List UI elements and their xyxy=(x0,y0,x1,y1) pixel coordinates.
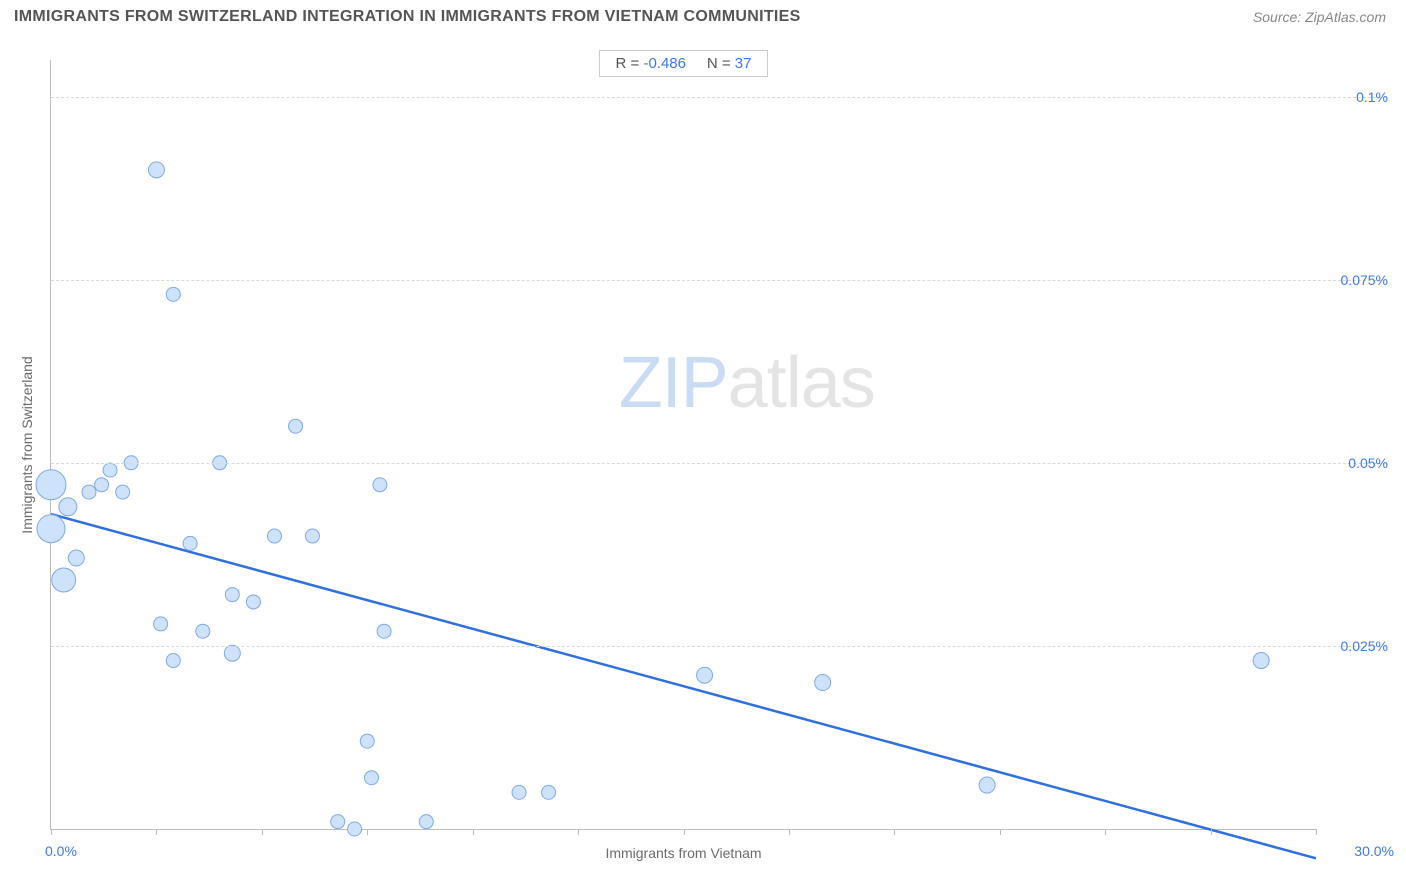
x-tick xyxy=(1211,829,1212,835)
data-point xyxy=(82,485,96,499)
n-label: N = xyxy=(707,55,735,72)
x-tick xyxy=(894,829,895,835)
chart-container: ZIPatlas R = -0.486 N = 37 Immigrants fr… xyxy=(14,36,1392,878)
x-tick xyxy=(684,829,685,835)
y-axis-label: Immigrants from Switzerland xyxy=(19,356,35,533)
x-tick xyxy=(578,829,579,835)
x-min-label: 0.0% xyxy=(45,843,77,859)
x-tick xyxy=(1105,829,1106,835)
x-axis-label: Immigrants from Vietnam xyxy=(605,845,761,861)
data-point xyxy=(196,624,210,638)
header: IMMIGRANTS FROM SWITZERLAND INTEGRATION … xyxy=(0,0,1406,32)
data-point xyxy=(154,617,168,631)
x-tick xyxy=(262,829,263,835)
source-label: Source: ZipAtlas.com xyxy=(1253,9,1386,25)
x-tick xyxy=(1316,829,1317,835)
trend-line xyxy=(51,514,1316,858)
data-point xyxy=(289,419,303,433)
data-point xyxy=(512,785,526,799)
data-point xyxy=(348,822,362,836)
data-point xyxy=(1253,653,1269,669)
y-tick-label: 0.075% xyxy=(1322,272,1388,288)
x-tick xyxy=(789,829,790,835)
gridline xyxy=(51,646,1386,647)
y-tick-label: 0.025% xyxy=(1322,638,1388,654)
x-tick xyxy=(156,829,157,835)
x-tick xyxy=(473,829,474,835)
x-tick xyxy=(51,829,52,835)
r-label: R = xyxy=(616,55,644,72)
data-point xyxy=(419,815,433,829)
x-max-label: 30.0% xyxy=(1354,843,1394,859)
data-point xyxy=(95,478,109,492)
data-point xyxy=(36,470,66,500)
data-point xyxy=(305,529,319,543)
data-point xyxy=(116,485,130,499)
data-point xyxy=(59,498,77,516)
data-point xyxy=(815,675,831,691)
data-point xyxy=(52,568,76,592)
data-point xyxy=(224,645,240,661)
chart-title: IMMIGRANTS FROM SWITZERLAND INTEGRATION … xyxy=(14,8,801,26)
gridline xyxy=(51,280,1386,281)
data-point xyxy=(979,777,995,793)
data-point xyxy=(267,529,281,543)
data-point xyxy=(697,667,713,683)
y-tick-label: 0.1% xyxy=(1322,89,1388,105)
x-tick xyxy=(1000,829,1001,835)
y-tick-label: 0.05% xyxy=(1322,455,1388,471)
data-point xyxy=(166,287,180,301)
x-tick xyxy=(367,829,368,835)
data-point xyxy=(364,771,378,785)
data-point xyxy=(225,588,239,602)
data-point xyxy=(103,463,117,477)
data-point xyxy=(246,595,260,609)
data-point xyxy=(37,515,65,543)
n-value: 37 xyxy=(735,55,752,72)
data-point xyxy=(331,815,345,829)
data-point xyxy=(166,654,180,668)
data-point xyxy=(373,478,387,492)
data-point xyxy=(148,162,164,178)
gridline xyxy=(51,97,1386,98)
stats-box: R = -0.486 N = 37 xyxy=(599,50,769,77)
r-value: -0.486 xyxy=(643,55,686,72)
data-point xyxy=(68,550,84,566)
plot-area: ZIPatlas R = -0.486 N = 37 Immigrants fr… xyxy=(50,60,1316,830)
data-point xyxy=(183,536,197,550)
data-point xyxy=(377,624,391,638)
data-point xyxy=(360,734,374,748)
scatter-plot-svg xyxy=(51,60,1316,829)
gridline xyxy=(51,463,1386,464)
data-point xyxy=(542,785,556,799)
